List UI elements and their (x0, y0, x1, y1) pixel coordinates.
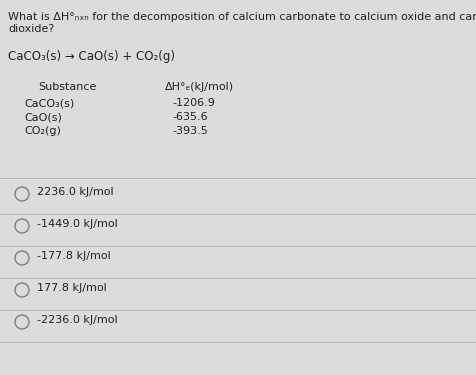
Text: CaCO₃(s): CaCO₃(s) (24, 98, 74, 108)
Text: CO₂(g): CO₂(g) (24, 126, 61, 136)
Text: Substance: Substance (38, 82, 96, 92)
Text: CaO(s): CaO(s) (24, 112, 62, 122)
Text: 2236.0 kJ/mol: 2236.0 kJ/mol (37, 187, 113, 197)
Text: -1449.0 kJ/mol: -1449.0 kJ/mol (37, 219, 118, 229)
Text: What is ΔH°ₙₓₙ for the decomposition of calcium carbonate to calcium oxide and c: What is ΔH°ₙₓₙ for the decomposition of … (8, 12, 476, 22)
Text: -177.8 kJ/mol: -177.8 kJ/mol (37, 251, 110, 261)
Text: 177.8 kJ/mol: 177.8 kJ/mol (37, 283, 107, 293)
Text: -393.5: -393.5 (172, 126, 208, 136)
Text: -1206.9: -1206.9 (172, 98, 214, 108)
Text: CaCO₃(s) → CaO(s) + CO₂(g): CaCO₃(s) → CaO(s) + CO₂(g) (8, 50, 175, 63)
Text: -635.6: -635.6 (172, 112, 207, 122)
Text: dioxide?: dioxide? (8, 24, 54, 34)
Text: -2236.0 kJ/mol: -2236.0 kJ/mol (37, 315, 118, 325)
Text: ΔH°ₑ(kJ/mol): ΔH°ₑ(kJ/mol) (165, 82, 234, 92)
